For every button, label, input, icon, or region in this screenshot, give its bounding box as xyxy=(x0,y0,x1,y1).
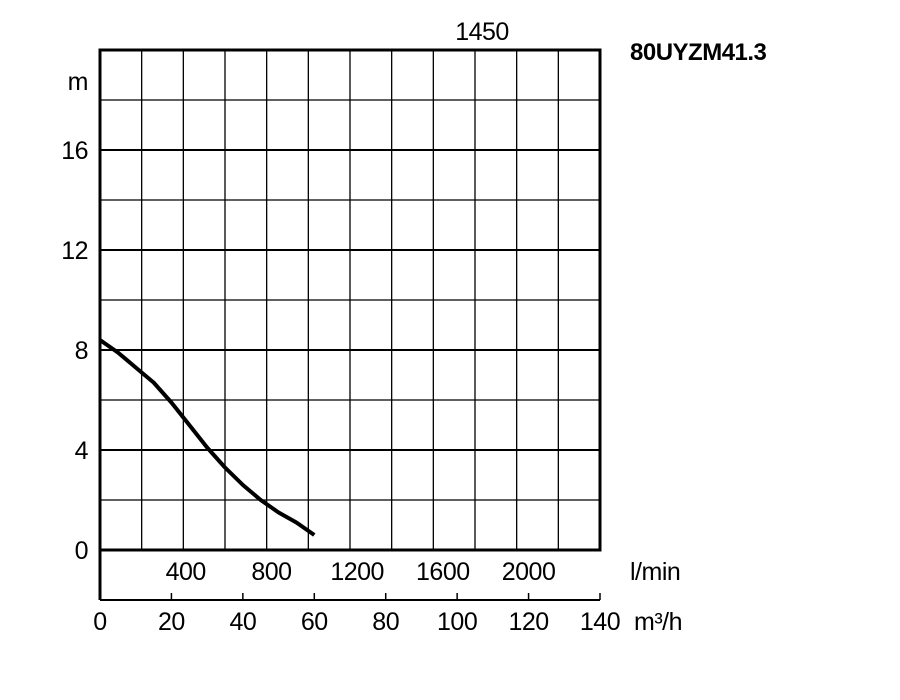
y-tick-label: 4 xyxy=(75,437,89,465)
chart-frame xyxy=(98,48,602,601)
m3h-tick-label: 60 xyxy=(301,608,328,636)
chart-grid xyxy=(100,50,600,550)
y-tick-label: 16 xyxy=(61,137,88,165)
y-tick-label: 0 xyxy=(75,537,88,565)
lmin-tick-label: 1600 xyxy=(416,558,470,586)
lmin-tick-label: 800 xyxy=(251,558,291,586)
y-tick-label: 12 xyxy=(61,237,88,265)
x-axis-label-m3h: m³/h xyxy=(634,608,682,636)
m3h-tick-label: 80 xyxy=(372,608,399,636)
plot-border xyxy=(98,48,602,552)
lmin-tick-label: 400 xyxy=(166,558,206,586)
y-axis-label: m xyxy=(68,68,88,96)
m3h-tick-label: 120 xyxy=(508,608,548,636)
x-axis-label-lmin: l/min xyxy=(630,558,680,586)
chart-title: 80UYZM41.3 xyxy=(630,39,767,66)
head-curve-line xyxy=(98,338,316,537)
m3h-tick-label: 20 xyxy=(158,608,185,636)
m3h-tick-label: 100 xyxy=(437,608,477,636)
m3h-tick-label: 140 xyxy=(580,608,620,636)
y-tick-label: 8 xyxy=(75,337,88,365)
chart-tick-labels: 0 4 8 12 16 400 800 1200 1600 2000 0 20 40 60 80 100 120… xyxy=(61,137,620,636)
chart-series xyxy=(98,338,316,537)
lmin-tick-label: 2000 xyxy=(502,558,556,586)
m3h-tick-label: 0 xyxy=(93,608,106,636)
speed-label: 1450 xyxy=(455,18,509,46)
lmin-tick-label: 1200 xyxy=(330,558,384,586)
m3h-tick-label: 40 xyxy=(229,608,256,636)
